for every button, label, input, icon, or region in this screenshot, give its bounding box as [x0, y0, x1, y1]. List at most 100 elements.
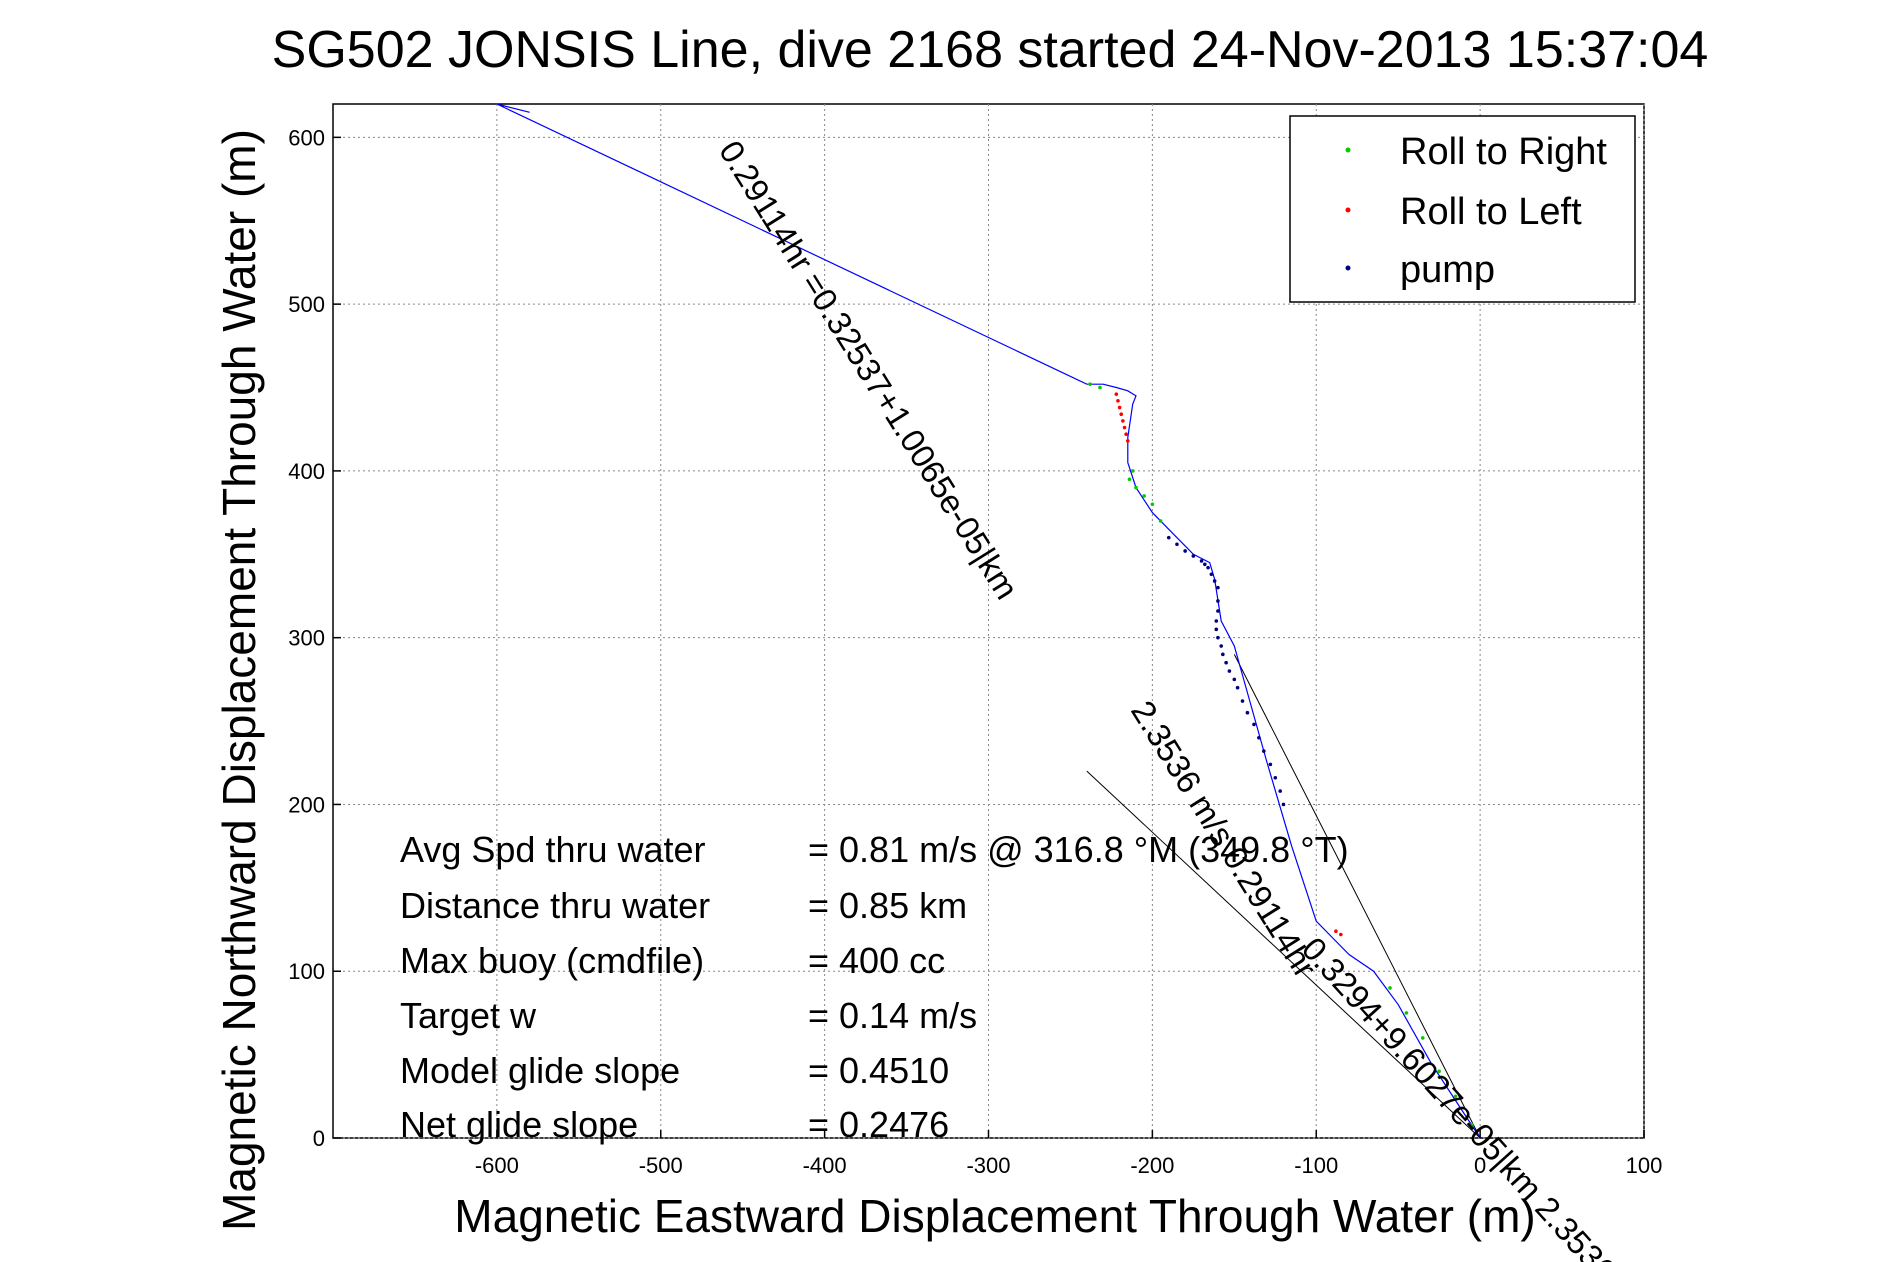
annotation-label: Distance thru water	[400, 885, 710, 926]
data-point	[1124, 432, 1128, 437]
data-point	[1216, 585, 1220, 590]
legend-marker-roll-left	[1345, 207, 1351, 213]
data-point	[1252, 722, 1256, 727]
data-point	[1278, 789, 1282, 793]
data-point	[1404, 1011, 1409, 1015]
data-point	[1388, 986, 1392, 990]
y-tick-label: 100	[288, 959, 325, 984]
annotation-value: = 0.4510	[808, 1050, 949, 1091]
data-point	[1117, 405, 1122, 410]
data-point	[1209, 572, 1214, 577]
annotation-label: Max buoy (cmdfile)	[400, 940, 704, 981]
series-group	[496, 103, 1481, 1139]
data-point	[1199, 559, 1204, 563]
data-point	[1116, 399, 1120, 403]
data-point	[1121, 419, 1125, 423]
x-tick-label: 100	[1626, 1153, 1663, 1178]
legend-label: pump	[1400, 249, 1495, 291]
reference-lines	[1086, 654, 1481, 1139]
data-point	[1150, 502, 1155, 507]
data-point	[1088, 382, 1092, 386]
x-tick-label: -100	[1294, 1153, 1338, 1178]
data-point	[1339, 932, 1343, 937]
annotation-label: Model glide slope	[400, 1050, 680, 1091]
data-point	[1219, 644, 1224, 648]
legend: Roll to Right Roll to Left pump	[1289, 115, 1636, 303]
data-point	[1166, 535, 1171, 540]
data-point	[1142, 494, 1146, 498]
data-point	[1216, 609, 1220, 613]
data-point	[1257, 735, 1261, 740]
legend-marker-roll-right	[1345, 147, 1351, 153]
annotation-label: Avg Spd thru water	[400, 829, 706, 870]
data-point	[1183, 549, 1187, 553]
y-tick-label: 400	[288, 459, 325, 484]
annotation-value: = 0.81 m/s @ 316.8 °M (349.8 °T)	[808, 829, 1349, 870]
annotation-value: = 0.14 m/s	[808, 995, 977, 1036]
data-point	[1216, 635, 1220, 640]
annotations: Avg Spd thru water = 0.81 m/s @ 316.8 °M…	[400, 829, 1349, 1145]
reference-line	[1233, 654, 1481, 1139]
x-tick-label: -400	[803, 1153, 847, 1178]
annotation-label: Target w	[400, 995, 537, 1036]
data-point	[1470, 1122, 1474, 1127]
data-point	[1224, 660, 1228, 665]
data-point	[1114, 392, 1119, 396]
x-tick-label: -600	[475, 1153, 519, 1178]
data-point	[1134, 485, 1138, 490]
legend-label: Roll to Right	[1400, 131, 1607, 173]
legend-marker-pump	[1345, 265, 1351, 271]
data-point	[1125, 439, 1130, 443]
data-point	[1206, 565, 1210, 570]
y-tick-label: 500	[288, 292, 325, 317]
y-tick-label: 600	[288, 125, 325, 150]
data-point	[1262, 749, 1266, 753]
data-point	[1127, 477, 1132, 482]
data-point	[1122, 425, 1127, 430]
annotation-value: = 400 cc	[808, 940, 945, 981]
data-point	[1227, 669, 1232, 673]
legend-label: Roll to Left	[1400, 191, 1582, 233]
x-tick-label: -300	[966, 1153, 1010, 1178]
x-axis-title: Magnetic Eastward Displacement Through W…	[454, 1190, 1535, 1242]
x-tick-label: -200	[1130, 1153, 1174, 1178]
y-tick-label: 200	[288, 792, 325, 817]
x-tick-label: -500	[639, 1153, 683, 1178]
data-point	[1420, 1036, 1425, 1040]
data-point	[1240, 699, 1245, 703]
annotation-value: = 0.85 km	[808, 885, 967, 926]
data-point	[1453, 1094, 1458, 1099]
data-point	[1268, 762, 1273, 767]
x-ticks: -600 -500 -400 -300 -200 -100 0 100	[475, 1130, 1663, 1178]
y-axis-title: Magnetic Northward Displacement Through …	[213, 129, 265, 1231]
data-point	[1216, 599, 1220, 603]
data-point	[1281, 802, 1286, 807]
data-point	[1130, 469, 1135, 473]
y-tick-label: 0	[313, 1126, 325, 1151]
reference-line	[1086, 770, 1481, 1139]
data-point	[1214, 619, 1219, 623]
data-point	[1203, 562, 1207, 567]
data-point	[1273, 775, 1278, 780]
data-point	[1212, 579, 1217, 583]
marker-group	[1088, 382, 1474, 1127]
annotation-label: Net glide slope	[400, 1104, 638, 1145]
data-point	[1232, 677, 1237, 682]
annotation-value: = 0.2476	[808, 1104, 949, 1145]
y-ticks: 0 100 200 300 400 500 600	[288, 125, 341, 1151]
data-point	[1191, 554, 1196, 558]
data-point	[1334, 929, 1338, 933]
data-point	[1221, 652, 1225, 657]
data-point	[1437, 1069, 1441, 1074]
data-point	[1175, 542, 1179, 547]
data-point	[1235, 685, 1240, 690]
data-point	[1119, 412, 1124, 417]
y-tick-label: 300	[288, 626, 325, 651]
x-tick-label: 0	[1474, 1153, 1486, 1178]
data-point	[1158, 519, 1163, 523]
data-point	[1245, 710, 1250, 715]
chart-title: SG502 JONSIS Line, dive 2168 started 24-…	[272, 21, 1709, 79]
data-point	[1098, 385, 1102, 390]
data-point	[1214, 627, 1219, 632]
